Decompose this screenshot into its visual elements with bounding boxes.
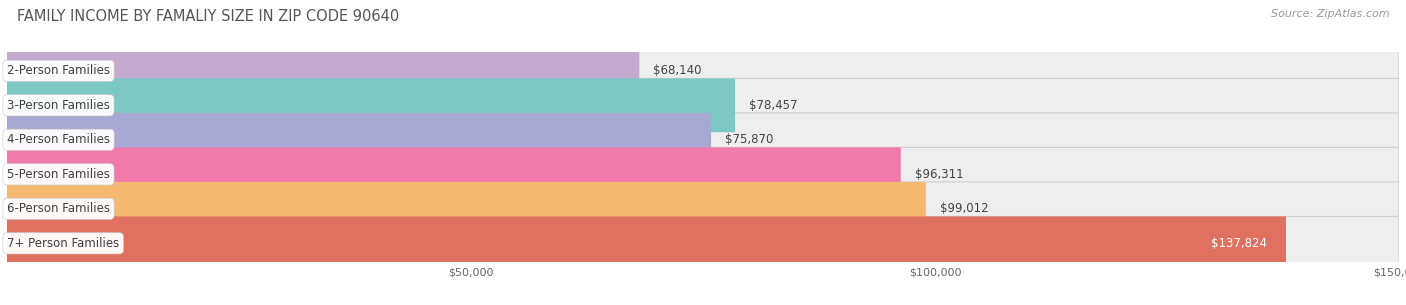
FancyBboxPatch shape: [7, 217, 1399, 270]
Text: $68,140: $68,140: [654, 64, 702, 77]
Text: 7+ Person Families: 7+ Person Families: [7, 237, 120, 250]
FancyBboxPatch shape: [7, 147, 901, 201]
Text: 3-Person Families: 3-Person Families: [7, 99, 110, 112]
Text: 5-Person Families: 5-Person Families: [7, 168, 110, 181]
FancyBboxPatch shape: [7, 182, 925, 236]
Text: 2-Person Families: 2-Person Families: [7, 64, 110, 77]
FancyBboxPatch shape: [7, 44, 640, 98]
FancyBboxPatch shape: [7, 78, 735, 132]
FancyBboxPatch shape: [7, 217, 1286, 270]
Text: $78,457: $78,457: [749, 99, 797, 112]
Text: $96,311: $96,311: [915, 168, 963, 181]
Text: FAMILY INCOME BY FAMALIY SIZE IN ZIP CODE 90640: FAMILY INCOME BY FAMALIY SIZE IN ZIP COD…: [17, 9, 399, 24]
FancyBboxPatch shape: [7, 113, 711, 167]
FancyBboxPatch shape: [7, 147, 1399, 201]
FancyBboxPatch shape: [7, 78, 1399, 132]
FancyBboxPatch shape: [7, 44, 1399, 98]
FancyBboxPatch shape: [7, 182, 1399, 236]
Text: 4-Person Families: 4-Person Families: [7, 133, 110, 146]
Text: $99,012: $99,012: [939, 202, 988, 215]
Text: $75,870: $75,870: [725, 133, 773, 146]
Text: $137,824: $137,824: [1212, 237, 1267, 250]
FancyBboxPatch shape: [7, 113, 1399, 167]
Text: 6-Person Families: 6-Person Families: [7, 202, 110, 215]
Text: Source: ZipAtlas.com: Source: ZipAtlas.com: [1271, 9, 1389, 19]
